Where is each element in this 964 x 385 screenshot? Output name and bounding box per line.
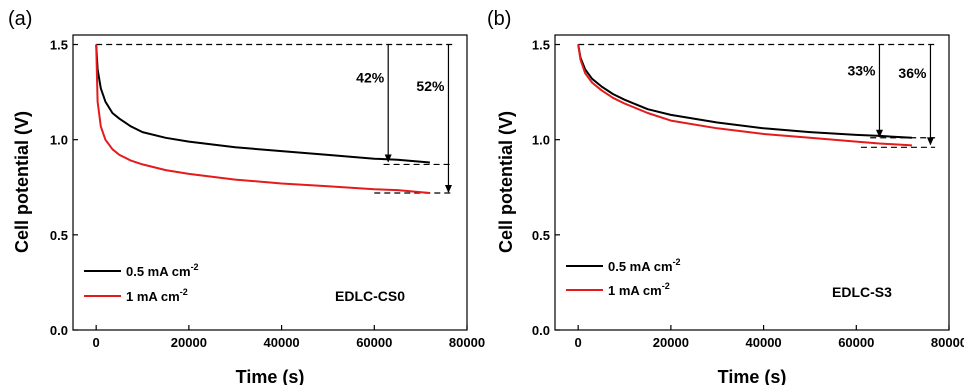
legend-entry-1: 1 mA cm-2	[608, 281, 670, 298]
sample-label: EDLC-S3	[832, 284, 892, 300]
legend-superscript: -2	[180, 287, 188, 297]
legend-label: 1 mA cm	[126, 289, 180, 304]
y-tick-label: 0.5	[532, 228, 550, 243]
y-tick-label: 1.5	[50, 38, 68, 53]
y-tick-label: 0.0	[50, 323, 68, 338]
series-lines	[95, 44, 430, 194]
x-tick-label: 60000	[838, 335, 874, 350]
annotation-arrow-head	[444, 184, 452, 193]
series-line-1	[577, 44, 912, 147]
annotation-arrows: 42% 52%	[356, 44, 452, 193]
y-axis-title: Cell potential (V)	[12, 111, 32, 253]
y-tick-label: 1.0	[50, 133, 68, 148]
annotation-label: 52%	[416, 78, 445, 94]
y-tick-label: 0.0	[532, 323, 550, 338]
axis-ticks: 0 20000 40000 60000 80000 0.0 0.5 1.0 1.5	[532, 38, 964, 350]
annotation-arrow-head	[875, 129, 883, 138]
legend: 0.5 mA cm-2 1 mA cm-2	[84, 262, 199, 304]
series-lines	[577, 44, 912, 147]
legend-entry-1: 1 mA cm-2	[126, 287, 188, 304]
x-tick-label: 20000	[653, 335, 689, 350]
x-tick-label: 40000	[264, 335, 300, 350]
annotation-label: 33%	[847, 63, 876, 79]
annotation-label: 42%	[356, 70, 385, 86]
series-line-1	[95, 44, 430, 194]
legend-superscript: -2	[662, 281, 670, 291]
annotation-arrow-head	[926, 137, 934, 146]
axis-ticks: 0 20000 40000 60000 80000 0.0 0.5 1.0 1.5	[50, 38, 485, 350]
x-tick-label: 40000	[746, 335, 782, 350]
plot-frame	[72, 34, 468, 331]
x-tick-label: 80000	[931, 335, 964, 350]
y-tick-label: 1.0	[532, 133, 550, 148]
legend-label: 1 mA cm	[608, 283, 662, 298]
x-tick-label: 60000	[356, 335, 392, 350]
annotation-arrow-head	[384, 154, 392, 163]
legend-superscript: -2	[673, 257, 681, 267]
series-line-0	[577, 44, 912, 139]
x-tick-label: 0	[575, 335, 582, 350]
y-tick-label: 0.5	[50, 228, 68, 243]
panel-label: (a)	[8, 8, 32, 30]
legend-entry-0: 0.5 mA cm-2	[608, 257, 681, 274]
annotation-label: 36%	[898, 65, 927, 81]
x-tick-label: 80000	[449, 335, 485, 350]
legend: 0.5 mA cm-2 1 mA cm-2	[566, 257, 681, 298]
annotation-arrows: 33% 36%	[847, 44, 934, 146]
legend-label: 0.5 mA cm	[126, 264, 191, 279]
x-tick-label: 20000	[171, 335, 207, 350]
series-line-0	[95, 44, 430, 164]
panel-a: (a) 0 20000 40000 60000 80000 0.0 0.5 1.0 1.5 42…	[8, 8, 485, 385]
legend-entry-0: 0.5 mA cm-2	[126, 262, 199, 279]
panel-b: (b) 0 20000 40000 60000 80000 0.0 0.5 1.0 1.5 33…	[487, 8, 964, 385]
x-axis-title: Time (s)	[718, 367, 787, 385]
legend-label: 0.5 mA cm	[608, 259, 673, 274]
x-tick-label: 0	[93, 335, 100, 350]
x-axis-title: Time (s)	[236, 367, 305, 385]
y-axis-title: Cell potential (V)	[496, 111, 516, 253]
plot-frame	[554, 34, 950, 331]
legend-superscript: -2	[191, 262, 199, 272]
reference-lines	[96, 43, 454, 194]
panel-label: (b)	[487, 8, 511, 30]
sample-label: EDLC-CS0	[335, 288, 405, 304]
y-tick-label: 1.5	[532, 38, 550, 53]
